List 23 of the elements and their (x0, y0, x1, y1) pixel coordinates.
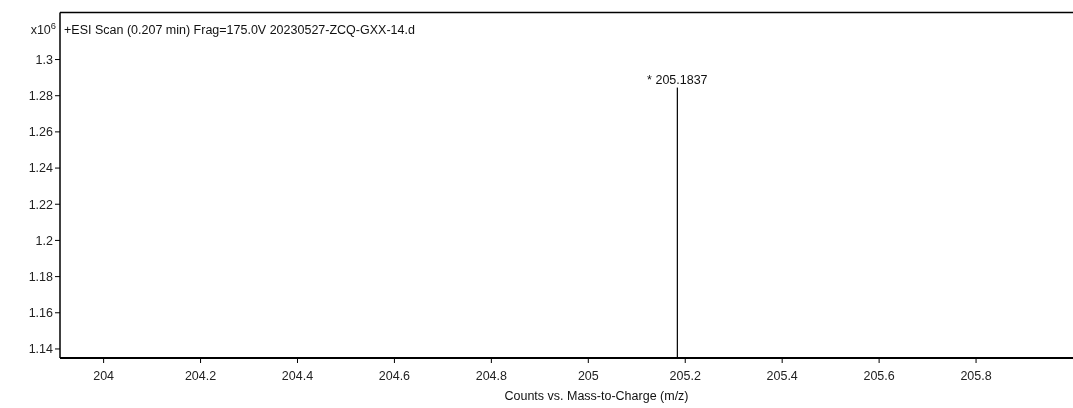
x-tick-label: 204.8 (475, 369, 508, 383)
y-tick-label: 1.22 (28, 197, 54, 212)
y-tick-label: 1.24 (28, 161, 54, 176)
x-axis-title: Counts vs. Mass-to-Charge (m/z) (504, 389, 689, 403)
y-tick-label: 1.3 (35, 52, 54, 67)
x-tick-label: 205.2 (669, 369, 701, 383)
y-axis-title: x10$^{6}$ (30, 20, 56, 37)
x-tick-label: 204.4 (281, 369, 314, 383)
x-tick-label: 205.8 (960, 369, 992, 383)
text: +ESI Scan (0.207 min) Frag=175.0V 20230527-ZCQ-GXX-14.d (64, 22, 415, 37)
y-tick-label: 1.2 (35, 233, 54, 248)
y-tick-label: 1.16 (28, 306, 54, 321)
x-tick-label: 204.6 (378, 369, 411, 383)
y-tick-label: 1.28 (28, 89, 54, 104)
x-tick-label: 205.6 (863, 369, 895, 383)
y-tick-label: 1.14 (28, 342, 54, 357)
x-tick-label: 204.2 (184, 369, 217, 383)
annotation: * 205.1837 (647, 72, 708, 87)
x-tick-label: 204 (93, 369, 115, 383)
x-tick-label: 205.4 (766, 369, 798, 383)
y-tick-label: 1.18 (28, 269, 54, 284)
y-tick-label: 1.26 (28, 125, 54, 140)
x-tick-label: 205 (577, 369, 599, 383)
